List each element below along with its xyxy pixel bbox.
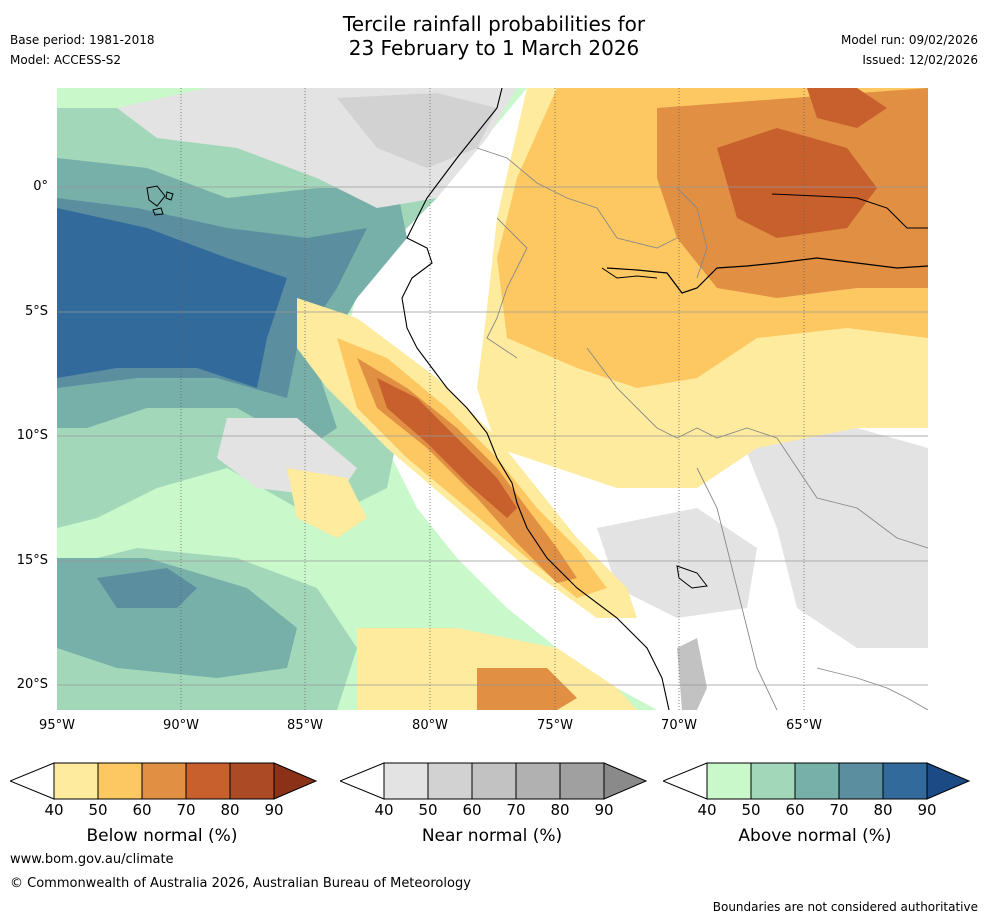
above-swatch-50-60 [750,762,796,800]
below-swatch-60-70 [141,762,187,800]
above-swatch-70-80 [838,762,884,800]
lon-label-80w: 80°W [412,718,448,733]
below-colorbar-title: Below normal (%) [86,826,238,846]
above-tick-70: 70 [829,801,849,819]
near-tick-80: 80 [550,801,570,819]
near-tick-50: 50 [418,801,438,819]
above-70-southwest [97,568,197,608]
near-swatch-under [340,762,385,800]
above-80-region [57,208,287,388]
below-40-west [287,468,367,538]
boundaries-disclaimer: Boundaries are not considered authoritat… [712,900,978,914]
coastline [401,88,670,710]
lon-label-65w: 65°W [786,718,822,733]
below-70-coast [377,378,517,518]
below-swatch-50-60 [97,762,143,800]
model-run: Model run: 09/02/2026 [840,33,978,47]
near-swatch-80-90 [559,762,605,800]
probability-map [57,88,928,710]
near-swatch-60-70 [471,762,517,800]
model-name: Model: ACCESS-S2 [10,53,122,67]
above-tick-50: 50 [741,801,761,819]
below-swatch-40-50 [53,762,99,800]
maranon-river [601,267,658,279]
lat-label-0: 0° [33,179,48,194]
above-swatch-80-90 [882,762,928,800]
lon-label-75w: 75°W [537,718,573,733]
below-swatch-70-80 [185,762,231,800]
below-tick-90: 90 [264,801,284,819]
lake-titicaca [676,565,708,589]
above-tick-40: 40 [697,801,717,819]
above-swatch-60-70 [794,762,840,800]
near-tick-90: 90 [594,801,614,819]
below-60-south [477,668,577,710]
lon-label-95w: 95°W [39,718,75,733]
meta-left: Base period: 1981-2018 Model: ACCESS-S2 [10,30,155,70]
copyright-text: © Commonwealth of Australia 2026, Austra… [10,876,471,891]
above-tick-90: 90 [917,801,937,819]
issued-date: Issued: 12/02/2026 [862,53,978,67]
title-line-2: 23 February to 1 March 2026 [348,36,640,60]
above-swatch-40-50 [706,762,752,800]
galapagos-islands [146,185,174,216]
above-swatch-under [663,762,708,800]
near-colorbar-title: Near normal (%) [421,826,563,846]
below-swatch-over [273,762,318,800]
below-tick-50: 50 [88,801,108,819]
below-70-north [717,128,877,238]
near-swatch-over [603,762,648,800]
near-swatch-40-50 [383,762,429,800]
lat-label-20s: 20°S [16,677,48,692]
title-line-1: Tercile rainfall probabilities for [342,12,646,36]
below-70-northeast [807,88,887,128]
near-tick-40: 40 [374,801,394,819]
amazon-river [606,257,928,294]
below-tick-80: 80 [220,801,240,819]
map-title: Tercile rainfall probabilities for 23 Fe… [0,12,988,60]
above-swatch-over [926,762,971,800]
below-tick-40: 40 [44,801,64,819]
near-tick-70: 70 [506,801,526,819]
above-tick-80: 80 [873,801,893,819]
above-colorbar-title: Above normal (%) [738,826,892,846]
lat-label-10s: 10°S [16,428,48,443]
near-tick-60: 60 [462,801,482,819]
near-50-andes [677,638,707,710]
colorbar-near [340,762,648,800]
above-tick-60: 60 [785,801,805,819]
graticule [57,88,928,710]
colorbar-above [663,762,971,800]
near-40-south-inland [597,508,757,618]
below-swatch-under [10,762,55,800]
lon-label-85w: 85°W [287,718,323,733]
colorbar-below [10,762,318,800]
lon-label-90w: 90°W [163,718,199,733]
northern-river [771,193,928,229]
below-swatch-80-90 [229,762,275,800]
website-link[interactable]: www.bom.gov.au/climate [10,852,174,867]
near-40-east [737,428,928,648]
country-borders [476,147,928,710]
below-tick-70: 70 [176,801,196,819]
near-50-north [337,93,497,168]
lat-label-5s: 5°S [24,304,48,319]
lat-label-15s: 15°S [16,553,48,568]
near-swatch-50-60 [427,762,473,800]
near-swatch-70-80 [515,762,561,800]
map-canvas [57,88,928,710]
base-period: Base period: 1981-2018 [10,33,155,47]
lon-label-70w: 70°W [661,718,697,733]
meta-right: Model run: 09/02/2026 Issued: 12/02/2026 [841,30,978,70]
below-tick-60: 60 [132,801,152,819]
